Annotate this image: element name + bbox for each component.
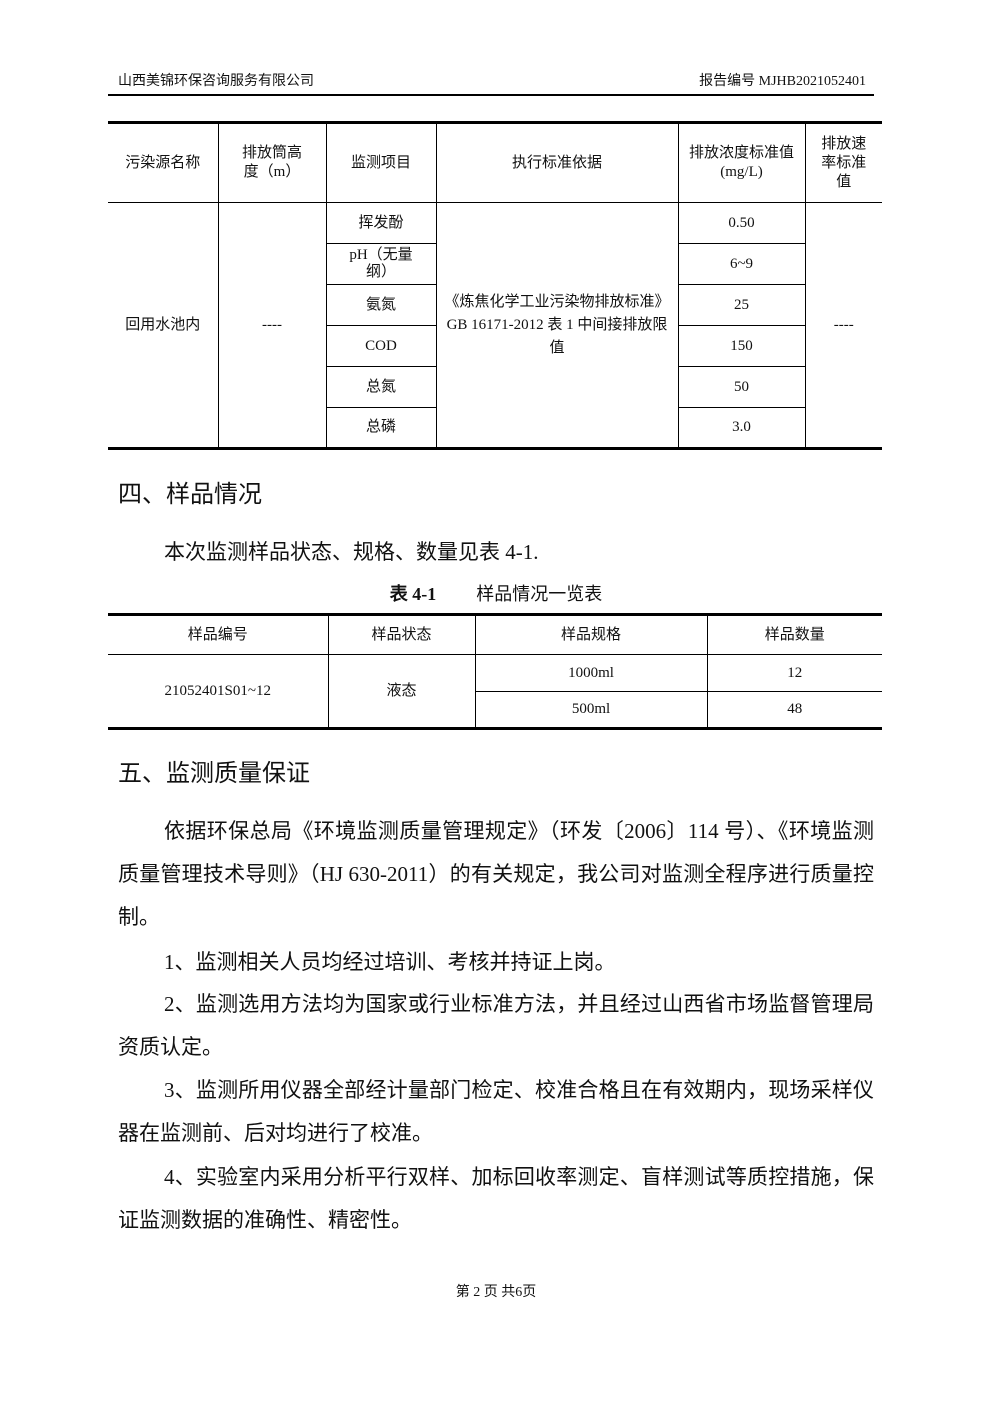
spec-cell: 500ml — [475, 691, 708, 729]
value-cell: 3.0 — [677, 407, 805, 449]
height-cell: ---- — [217, 202, 327, 449]
table-row: 总磷 3.0 — [108, 407, 882, 449]
item-cell: 挥发酚 — [325, 202, 437, 244]
qty-cell: 48 — [706, 691, 882, 729]
item-cell: pH（无量纲） — [326, 243, 437, 285]
rate-cell: ---- — [804, 202, 882, 449]
caption-text: 样品情况一览表 — [476, 584, 603, 604]
page-number: 第 2 页 共6页 — [455, 1285, 537, 1300]
section-4-title: 四、样品情况 — [118, 482, 262, 508]
paragraph: 3、监测所用仪器全部经计量部门检定、校准合格且在有效期内，现场采样仪器在监测前、… — [118, 1078, 874, 1145]
qty-cell: 12 — [706, 654, 882, 692]
value-cell: 6~9 — [677, 243, 805, 285]
column-header: 执行标准依据 — [435, 122, 679, 203]
state-cell: 液态 — [327, 654, 476, 729]
column-header: 样品编号 — [108, 614, 329, 655]
item-cell: 氨氮 — [326, 284, 437, 326]
value-cell: 50 — [677, 366, 805, 408]
table-row: pH（无量纲） 6~9 — [108, 243, 882, 285]
table-row: 回用水池内 ---- 挥发酚 《炼焦化学工业污染物排放标准》GB 16171-2… — [108, 202, 882, 449]
value-cell: 25 — [677, 284, 805, 326]
column-header: 排放速率标准值 — [804, 122, 882, 203]
table-row: 21052401S01~12 液态 1000ml 12 — [108, 654, 882, 729]
company-name: 山西美锦环保咨询服务有限公司 — [118, 74, 314, 89]
item-cell: COD — [326, 325, 437, 367]
table-header-row: 样品编号 样品状态 样品规格 样品数量 — [108, 614, 882, 655]
column-header: 样品规格 — [474, 614, 708, 655]
column-header: 监测项目 — [325, 122, 437, 203]
report-number: 报告编号 MJHB2021052401 — [699, 74, 866, 89]
column-header: 样品状态 — [327, 614, 476, 655]
item-cell: 总磷 — [326, 407, 437, 449]
spec-cell: 1000ml — [474, 654, 708, 692]
source-cell: 回用水池内 — [108, 202, 219, 449]
caption-number: 表 4-1 — [389, 584, 437, 604]
paragraph: 1、监测相关人员均经过培训、考核并持证上岗。 — [164, 950, 616, 974]
section-5-title: 五、监测质量保证 — [118, 761, 310, 787]
column-header: 排放筒高度（m） — [217, 122, 327, 203]
column-header: 排放浓度标准值(mg/L) — [677, 122, 806, 203]
table-caption: 表 4-1 样品情况一览表 — [0, 580, 992, 606]
header-divider — [108, 94, 874, 96]
column-header: 污染源名称 — [108, 122, 219, 203]
paragraph: 2、监测选用方法均为国家或行业标准方法，并且经过山西省市场监督管理局资质认定。 — [118, 992, 874, 1059]
item-cell: 总氮 — [326, 366, 437, 408]
value-cell: 0.50 — [677, 202, 806, 244]
column-header: 样品数量 — [706, 614, 882, 655]
standard-cell: 《炼焦化学工业污染物排放标准》GB 16171-2012 表 1 中间接排放限值 — [435, 202, 679, 449]
paragraph: 4、实验室内采用分析平行双样、加标回收率测定、盲样测试等质控措施，保证监测数据的… — [118, 1165, 874, 1232]
table-header-row: 污染源名称 排放筒高度（m） 监测项目 执行标准依据 排放浓度标准值(mg/L)… — [108, 122, 882, 203]
samples-table: 样品编号 样品状态 样品规格 样品数量 21052401S01~12 液态 10… — [108, 613, 882, 730]
value-cell: 150 — [677, 325, 805, 367]
section-4-intro: 本次监测样品状态、规格、数量见表 4-1. — [164, 540, 539, 564]
table-row: 500ml 48 — [108, 691, 882, 729]
table-row: 总氮 50 — [108, 366, 882, 408]
paragraph: 依据环保总局《环境监测质量管理规定》（环发〔2006〕114 号）、《环境监测质… — [118, 819, 874, 929]
standards-table: 污染源名称 排放筒高度（m） 监测项目 执行标准依据 排放浓度标准值(mg/L)… — [108, 121, 882, 450]
sample-id-cell: 21052401S01~12 — [108, 654, 329, 729]
